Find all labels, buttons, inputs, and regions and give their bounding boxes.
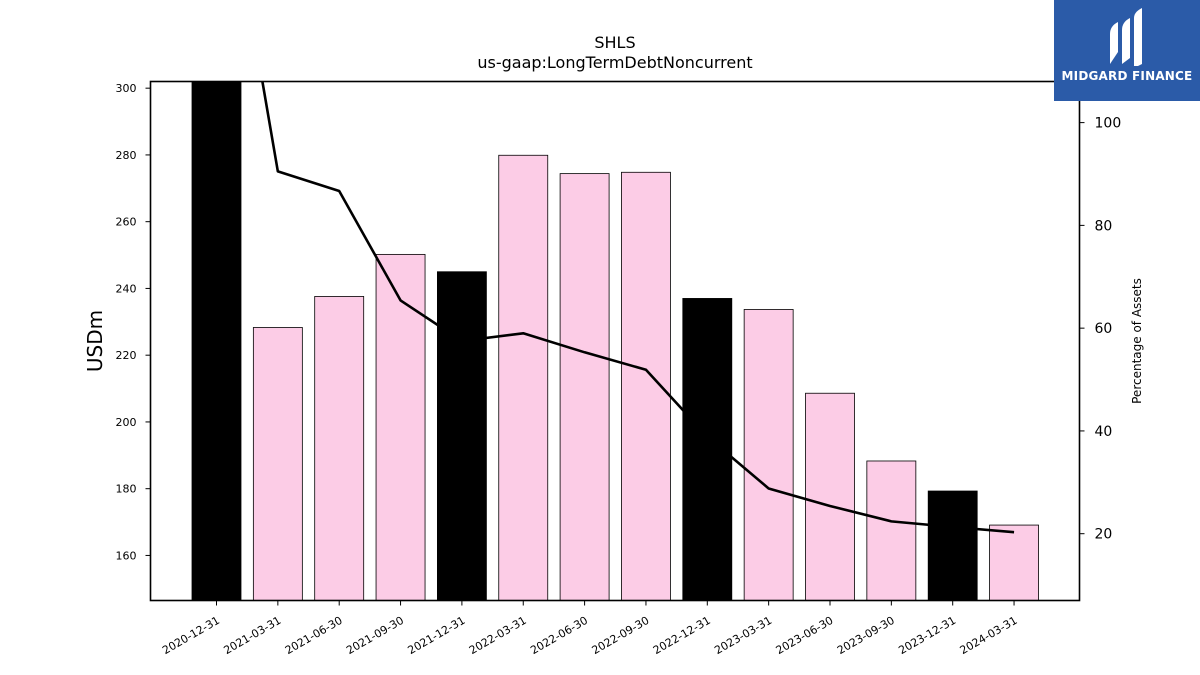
y-tick-label: 240 (116, 282, 137, 295)
logo-text: MIDGARD FINANCE (1061, 69, 1193, 83)
logo-mark-icon (1110, 8, 1142, 66)
x-tick-label: 2024-03-31 (958, 614, 1020, 657)
bar (559, 173, 610, 601)
brand-logo: MIDGARD FINANCE (1054, 0, 1200, 101)
bar (989, 524, 1039, 601)
chart-subtitle: us-gaap:LongTermDebtNoncurrent (477, 53, 752, 72)
y-tick-label: 260 (116, 216, 137, 229)
bar (252, 327, 303, 601)
y2-tick-label: 100 (1095, 116, 1122, 132)
x-tick-label: 2023-03-31 (712, 614, 774, 657)
x-tick-label: 2022-06-30 (528, 614, 590, 657)
x-tick-label: 2021-09-30 (344, 614, 406, 657)
y-tick-label: 180 (116, 483, 137, 496)
y-tick-label: 220 (116, 349, 137, 362)
y2-axis: 20 40 60 80 100 (1079, 116, 1122, 543)
y-tick-label: 160 (116, 549, 137, 562)
x-tick-label: 2022-09-30 (590, 614, 652, 657)
bar (927, 490, 978, 601)
x-tick-label: 2022-12-31 (651, 614, 713, 657)
x-tick-label: 2021-12-31 (406, 614, 468, 657)
x-tick-label: 2023-09-30 (835, 614, 897, 657)
bar (314, 296, 365, 601)
bar-group (191, 81, 1039, 601)
bar (743, 309, 794, 601)
line-series (261, 81, 1015, 534)
y2-tick-label: 40 (1095, 424, 1113, 440)
y2-axis-label: Percentage of Assets (1130, 278, 1144, 404)
y-tick-label: 300 (116, 82, 137, 95)
bar (866, 460, 917, 601)
y2-tick-label: 80 (1095, 218, 1113, 234)
y-axis: 160 180 200 220 240 260 280 300 (116, 82, 151, 562)
y-tick-label: 280 (116, 149, 137, 162)
x-tick-label: 2020-12-31 (160, 614, 222, 657)
y2-tick-label: 20 (1095, 527, 1113, 543)
bar (621, 171, 671, 601)
y2-tick-label: 60 (1095, 321, 1113, 337)
bar (805, 392, 855, 601)
plot-frame (149, 80, 1081, 602)
x-tick-label: 2023-12-31 (896, 614, 958, 657)
x-tick-label: 2023-06-30 (774, 614, 836, 657)
bar (191, 81, 242, 601)
x-tick-label: 2021-06-30 (283, 614, 345, 657)
y-axis-label: USDm (83, 310, 107, 372)
bar (436, 271, 487, 601)
line-group (261, 81, 1015, 534)
x-axis: 2020-12-31 2021-03-31 2021-06-30 2021-09-30… (160, 600, 1020, 657)
bar (375, 253, 426, 601)
x-tick-label: 2022-03-31 (467, 614, 529, 657)
bar (498, 154, 549, 601)
y-tick-label: 200 (116, 416, 137, 429)
x-tick-label: 2021-03-31 (221, 614, 283, 657)
chart-title: SHLS (594, 33, 635, 52)
